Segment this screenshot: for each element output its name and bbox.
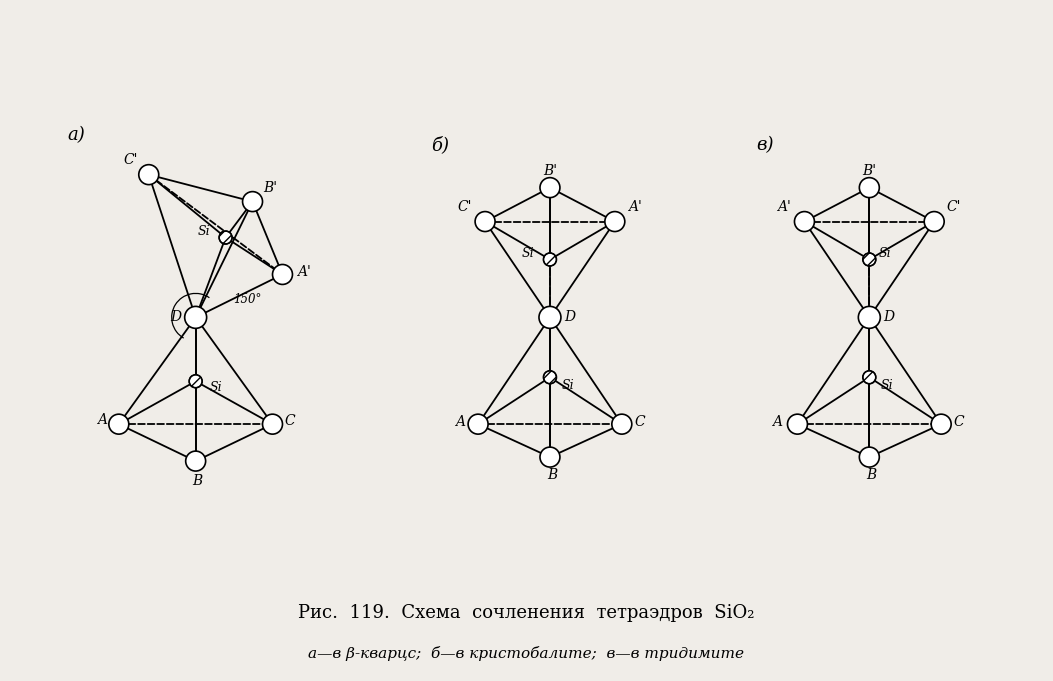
Circle shape bbox=[185, 451, 205, 471]
Text: D: D bbox=[883, 311, 895, 324]
Circle shape bbox=[475, 212, 495, 232]
Text: B': B' bbox=[543, 163, 557, 178]
Text: в): в) bbox=[756, 136, 773, 154]
Text: A: A bbox=[97, 413, 106, 427]
Circle shape bbox=[612, 414, 632, 434]
Circle shape bbox=[242, 191, 262, 212]
Text: Рис.  119.  Схема  сочленения  тетраэдров  SiO₂: Рис. 119. Схема сочленения тетраэдров Si… bbox=[298, 604, 755, 622]
Text: B: B bbox=[547, 468, 557, 482]
Circle shape bbox=[788, 414, 808, 434]
Text: A': A' bbox=[777, 200, 792, 214]
Circle shape bbox=[543, 370, 556, 383]
Text: 150°: 150° bbox=[234, 294, 262, 306]
Circle shape bbox=[469, 414, 489, 434]
Text: D: D bbox=[564, 311, 576, 324]
Circle shape bbox=[859, 447, 879, 467]
Circle shape bbox=[190, 375, 202, 387]
Text: Si: Si bbox=[210, 381, 222, 394]
Text: Si: Si bbox=[521, 247, 534, 260]
Text: B: B bbox=[867, 468, 876, 482]
Text: Si: Si bbox=[197, 225, 210, 238]
Circle shape bbox=[925, 212, 945, 232]
Text: A: A bbox=[773, 415, 782, 429]
Text: а—в β-кварцс;  б—в кристобалите;  в—в тридимите: а—в β-кварцс; б—в кристобалите; в—в трид… bbox=[309, 646, 744, 661]
Text: C: C bbox=[635, 415, 645, 429]
Circle shape bbox=[862, 370, 876, 383]
Circle shape bbox=[859, 178, 879, 197]
Text: Si: Si bbox=[879, 247, 892, 260]
Text: C': C' bbox=[458, 200, 473, 214]
Text: Si: Si bbox=[881, 379, 894, 392]
Circle shape bbox=[540, 447, 560, 467]
Circle shape bbox=[184, 306, 206, 328]
Text: B': B' bbox=[862, 163, 876, 178]
Text: б): б) bbox=[431, 136, 450, 154]
Text: C: C bbox=[284, 414, 295, 428]
Circle shape bbox=[273, 264, 293, 285]
Text: C': C' bbox=[947, 200, 961, 214]
Text: A': A' bbox=[298, 266, 312, 279]
Circle shape bbox=[543, 253, 556, 266]
Text: B: B bbox=[193, 474, 203, 488]
Circle shape bbox=[862, 253, 876, 266]
Text: C': C' bbox=[123, 153, 138, 167]
Circle shape bbox=[604, 212, 624, 232]
Circle shape bbox=[931, 414, 951, 434]
Circle shape bbox=[858, 306, 880, 328]
Circle shape bbox=[139, 165, 159, 185]
Text: A: A bbox=[455, 415, 465, 429]
Text: а): а) bbox=[67, 126, 85, 144]
Text: A': A' bbox=[628, 200, 641, 214]
Text: Si: Si bbox=[561, 379, 574, 392]
Text: B': B' bbox=[263, 180, 278, 195]
Circle shape bbox=[262, 414, 282, 434]
Text: D: D bbox=[171, 311, 181, 324]
Circle shape bbox=[219, 231, 232, 244]
Circle shape bbox=[540, 178, 560, 197]
Text: C: C bbox=[954, 415, 965, 429]
Circle shape bbox=[108, 414, 128, 434]
Circle shape bbox=[794, 212, 814, 232]
Circle shape bbox=[539, 306, 561, 328]
